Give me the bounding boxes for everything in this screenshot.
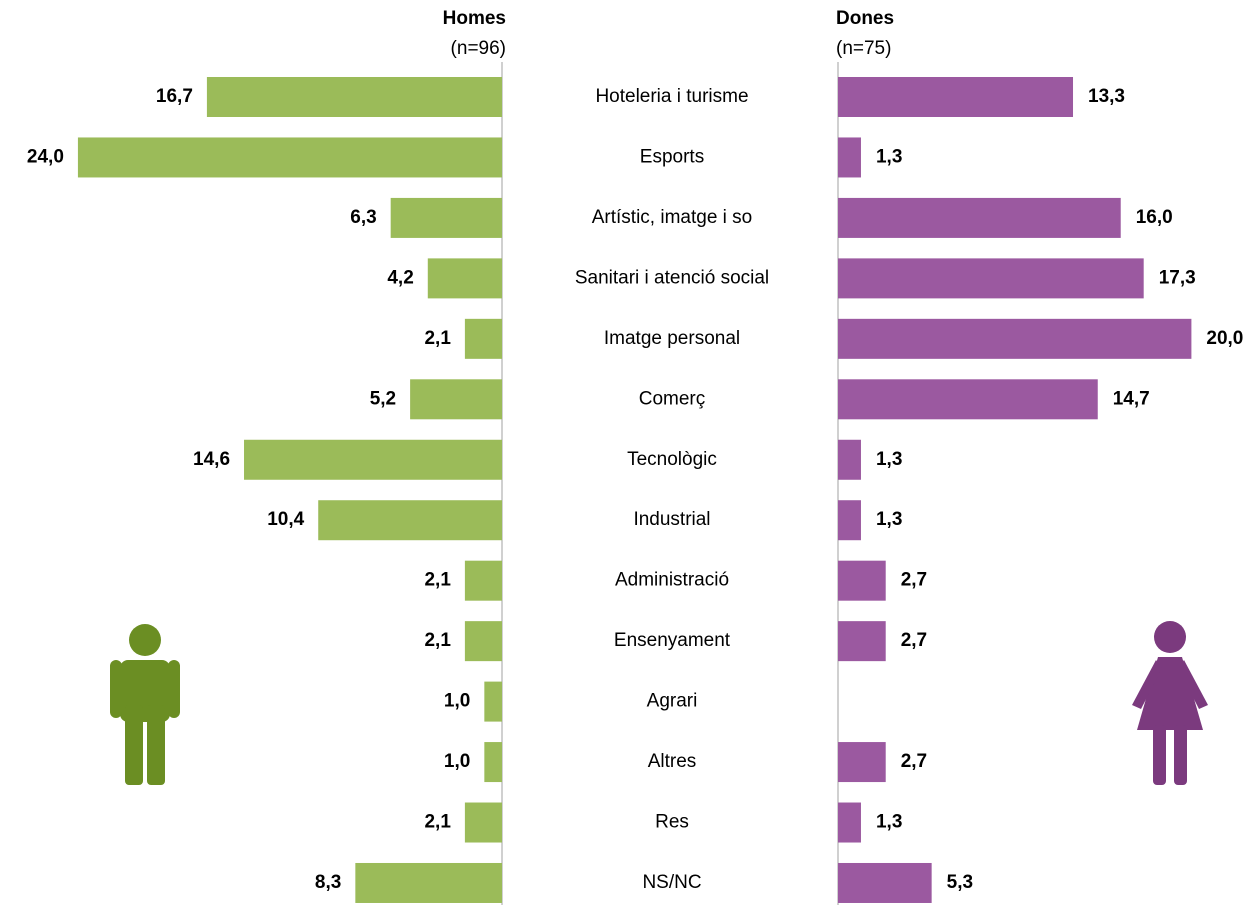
bar — [427, 258, 502, 299]
bar — [318, 500, 502, 541]
category-label: Tecnològic — [627, 449, 717, 470]
value-label: 17,3 — [1159, 267, 1196, 288]
category-label: Esports — [640, 146, 704, 167]
value-label: 13,3 — [1088, 86, 1125, 107]
bar — [838, 318, 1192, 359]
value-label: 1,3 — [876, 146, 902, 167]
value-label: 20,0 — [1206, 328, 1243, 349]
series-name: Homes — [443, 8, 506, 29]
value-label: 2,1 — [424, 812, 451, 833]
value-label: 16,0 — [1136, 207, 1173, 228]
value-label: 1,3 — [876, 449, 902, 470]
bar — [464, 318, 502, 359]
category-label: Artístic, imatge i so — [592, 207, 753, 228]
category-label: Ensenyament — [614, 630, 731, 651]
category-label: Sanitari i atenció social — [575, 267, 769, 288]
value-label: 5,3 — [947, 872, 973, 893]
value-label: 2,7 — [901, 630, 927, 651]
bar — [838, 439, 861, 480]
bar — [838, 197, 1121, 238]
category-label: Administració — [615, 570, 729, 591]
bar — [464, 802, 502, 843]
series-name: Dones — [836, 8, 894, 29]
bar — [484, 681, 502, 722]
bar — [838, 862, 932, 903]
value-label: 24,0 — [27, 146, 64, 167]
series-sample: (n=96) — [451, 38, 506, 59]
value-label: 1,3 — [876, 509, 902, 530]
bar — [464, 560, 502, 601]
bar — [838, 500, 861, 541]
value-label: 2,1 — [424, 328, 451, 349]
category-label: Hoteleria i turisme — [595, 86, 748, 107]
value-label: 16,7 — [156, 86, 193, 107]
category-label: NS/NC — [642, 872, 701, 893]
bar — [464, 621, 502, 662]
value-label: 6,3 — [350, 207, 376, 228]
bar — [244, 439, 502, 480]
category-label: Industrial — [633, 509, 710, 530]
category-label: Res — [655, 812, 689, 833]
man-icon — [110, 624, 180, 785]
value-label: 14,7 — [1113, 388, 1150, 409]
bar — [838, 742, 886, 783]
bar — [838, 379, 1098, 420]
category-label: Agrari — [647, 691, 698, 712]
value-label: 2,7 — [901, 751, 927, 772]
bar — [838, 621, 886, 662]
bar — [206, 77, 502, 117]
category-label: Altres — [648, 751, 697, 772]
series-sample: (n=75) — [836, 38, 891, 59]
bar — [77, 137, 503, 178]
bar — [838, 258, 1144, 299]
value-label: 2,1 — [424, 570, 451, 591]
value-label: 5,2 — [370, 388, 396, 409]
category-label: Imatge personal — [604, 328, 740, 349]
bar — [355, 862, 502, 903]
bar — [390, 197, 502, 238]
bar — [410, 379, 502, 420]
value-label: 2,1 — [424, 630, 451, 651]
woman-icon — [1132, 621, 1208, 785]
value-label: 1,3 — [876, 812, 902, 833]
bar — [484, 742, 502, 783]
value-label: 14,6 — [193, 449, 230, 470]
bar — [838, 77, 1074, 117]
value-label: 10,4 — [267, 509, 304, 530]
category-label: Comerç — [639, 388, 706, 409]
bar — [838, 802, 861, 843]
value-label: 4,2 — [387, 267, 413, 288]
bar — [838, 137, 861, 178]
value-label: 1,0 — [444, 691, 470, 712]
value-label: 2,7 — [901, 570, 927, 591]
value-label: 8,3 — [315, 872, 341, 893]
value-label: 1,0 — [444, 751, 470, 772]
bar — [838, 560, 886, 601]
